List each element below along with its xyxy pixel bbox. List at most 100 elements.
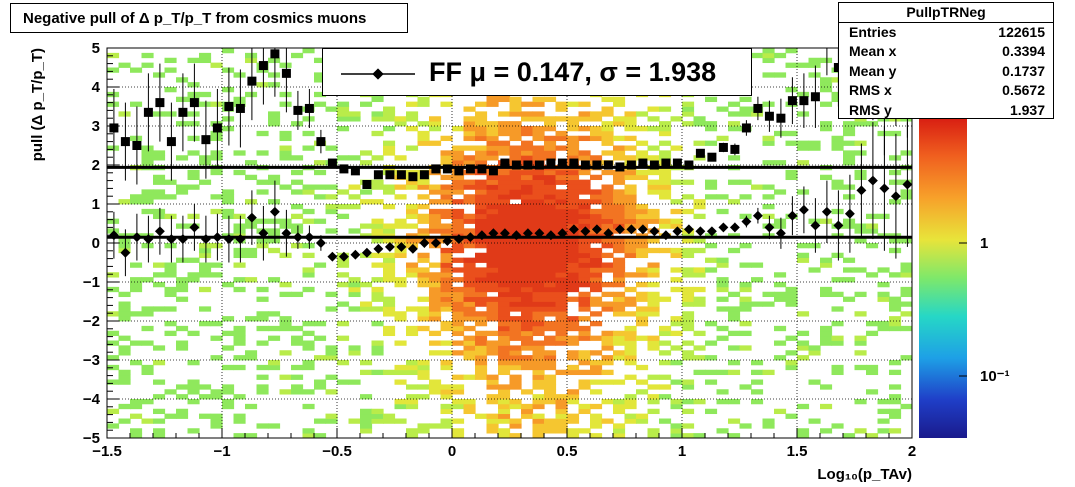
heatmap-cell bbox=[118, 306, 131, 312]
heatmap-cell bbox=[153, 379, 166, 385]
heatmap-cell bbox=[613, 199, 626, 205]
heatmap-cell bbox=[509, 364, 522, 371]
heatmap-cell bbox=[118, 345, 131, 351]
heatmap-cell bbox=[739, 345, 752, 351]
heatmap-cell bbox=[440, 150, 453, 156]
heatmap-cell bbox=[475, 282, 488, 288]
heatmap-cell bbox=[417, 252, 430, 259]
heatmap-cell bbox=[475, 101, 488, 107]
heatmap-cell bbox=[187, 184, 200, 190]
heatmap-cell bbox=[636, 379, 649, 385]
heatmap-cell bbox=[475, 155, 488, 161]
heatmap-cell bbox=[590, 272, 603, 278]
heatmap-cell bbox=[256, 82, 269, 88]
heatmap-cell bbox=[394, 155, 407, 161]
heatmap-cell bbox=[256, 340, 269, 346]
mean-marker bbox=[430, 238, 441, 248]
heatmap-cell bbox=[417, 306, 430, 312]
heatmap-cell bbox=[636, 213, 649, 220]
heatmap-cell bbox=[820, 101, 833, 107]
heatmap-cell bbox=[647, 291, 660, 298]
mean-marker bbox=[246, 212, 257, 223]
heatmap-cell bbox=[601, 238, 614, 244]
heatmap-cell bbox=[785, 350, 798, 356]
heatmap-cell bbox=[820, 325, 833, 332]
heatmap-cell bbox=[498, 321, 511, 327]
rms-marker bbox=[730, 144, 740, 154]
heatmap-cell bbox=[452, 208, 465, 215]
heatmap-cell bbox=[222, 199, 235, 205]
heatmap-cell bbox=[406, 369, 419, 376]
heatmap-cell bbox=[325, 418, 338, 424]
heatmap-cell bbox=[509, 145, 522, 151]
heatmap-cell bbox=[256, 423, 269, 429]
heatmap-cell bbox=[532, 262, 545, 268]
heatmap-cell bbox=[233, 364, 246, 371]
heatmap-cell bbox=[670, 277, 683, 283]
heatmap-cell bbox=[532, 306, 545, 312]
heatmap-cell bbox=[567, 286, 580, 293]
heatmap-cell bbox=[820, 77, 833, 83]
heatmap-cell bbox=[578, 213, 591, 220]
heatmap-cell bbox=[360, 301, 373, 307]
heatmap-cell bbox=[544, 340, 557, 346]
heatmap-cell bbox=[555, 101, 568, 107]
heatmap-cell bbox=[555, 208, 568, 215]
heatmap-cell bbox=[452, 306, 465, 312]
heatmap-cell bbox=[555, 321, 568, 327]
heatmap-cell bbox=[762, 213, 775, 220]
mean-marker bbox=[453, 234, 464, 245]
heatmap-cell bbox=[498, 418, 511, 424]
heatmap-cell bbox=[578, 257, 591, 263]
heatmap-cell bbox=[337, 106, 350, 112]
heatmap-cell bbox=[187, 272, 200, 278]
mean-marker bbox=[614, 224, 625, 235]
heatmap-cell bbox=[348, 282, 361, 288]
heatmap-cell bbox=[406, 116, 419, 122]
y-tick-label: 5 bbox=[92, 40, 100, 57]
heatmap-cell bbox=[555, 243, 568, 249]
heatmap-cell bbox=[751, 369, 764, 376]
heatmap-cell bbox=[486, 428, 499, 434]
heatmap-cell bbox=[383, 325, 396, 332]
mean-marker bbox=[810, 220, 821, 231]
heatmap-cell bbox=[532, 355, 545, 361]
heatmap-cell bbox=[498, 340, 511, 346]
heatmap-cell bbox=[567, 340, 580, 346]
heatmap-cell bbox=[670, 423, 683, 429]
heatmap-cell bbox=[831, 335, 844, 341]
heatmap-cell bbox=[751, 301, 764, 307]
heatmap-cell bbox=[544, 223, 557, 229]
heatmap-cell bbox=[118, 111, 131, 117]
heatmap-cell bbox=[647, 126, 660, 132]
heatmap-cell bbox=[544, 394, 557, 400]
heatmap-cell bbox=[141, 306, 154, 312]
heatmap-cell bbox=[854, 121, 867, 127]
heatmap-cell bbox=[532, 145, 545, 151]
heatmap-cell bbox=[279, 101, 292, 107]
heatmap-cell bbox=[532, 179, 545, 185]
heatmap-cell bbox=[406, 403, 419, 410]
heatmap-cell bbox=[176, 345, 189, 351]
heatmap-cell bbox=[636, 364, 649, 371]
heatmap-cell bbox=[555, 262, 568, 268]
y-tick-label: 1 bbox=[92, 196, 100, 213]
heatmap-cell bbox=[785, 140, 798, 146]
heatmap-cell bbox=[808, 145, 821, 151]
heatmap-cell bbox=[647, 433, 660, 438]
mean-marker bbox=[672, 226, 683, 237]
heatmap-cell bbox=[647, 208, 660, 215]
heatmap-cell bbox=[555, 135, 568, 142]
heatmap-cell bbox=[854, 364, 867, 371]
heatmap-cell bbox=[268, 423, 281, 429]
heatmap-cell bbox=[613, 379, 626, 385]
heatmap-cell bbox=[601, 130, 614, 137]
heatmap-cell bbox=[394, 364, 407, 371]
mean-marker bbox=[545, 230, 556, 241]
heatmap-cell bbox=[463, 257, 476, 263]
heatmap-cell bbox=[670, 286, 683, 293]
heatmap-cell bbox=[900, 267, 912, 273]
heatmap-cell bbox=[808, 345, 821, 351]
heatmap-cell bbox=[130, 413, 143, 419]
